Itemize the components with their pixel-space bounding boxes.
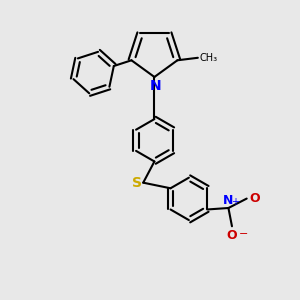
Text: N: N <box>150 79 162 93</box>
Text: O: O <box>249 192 260 205</box>
Text: −: − <box>239 229 248 238</box>
Text: +: + <box>231 196 239 206</box>
Text: CH₃: CH₃ <box>199 53 218 63</box>
Text: S: S <box>132 176 142 190</box>
Text: N: N <box>223 194 234 206</box>
Text: O: O <box>226 229 237 242</box>
